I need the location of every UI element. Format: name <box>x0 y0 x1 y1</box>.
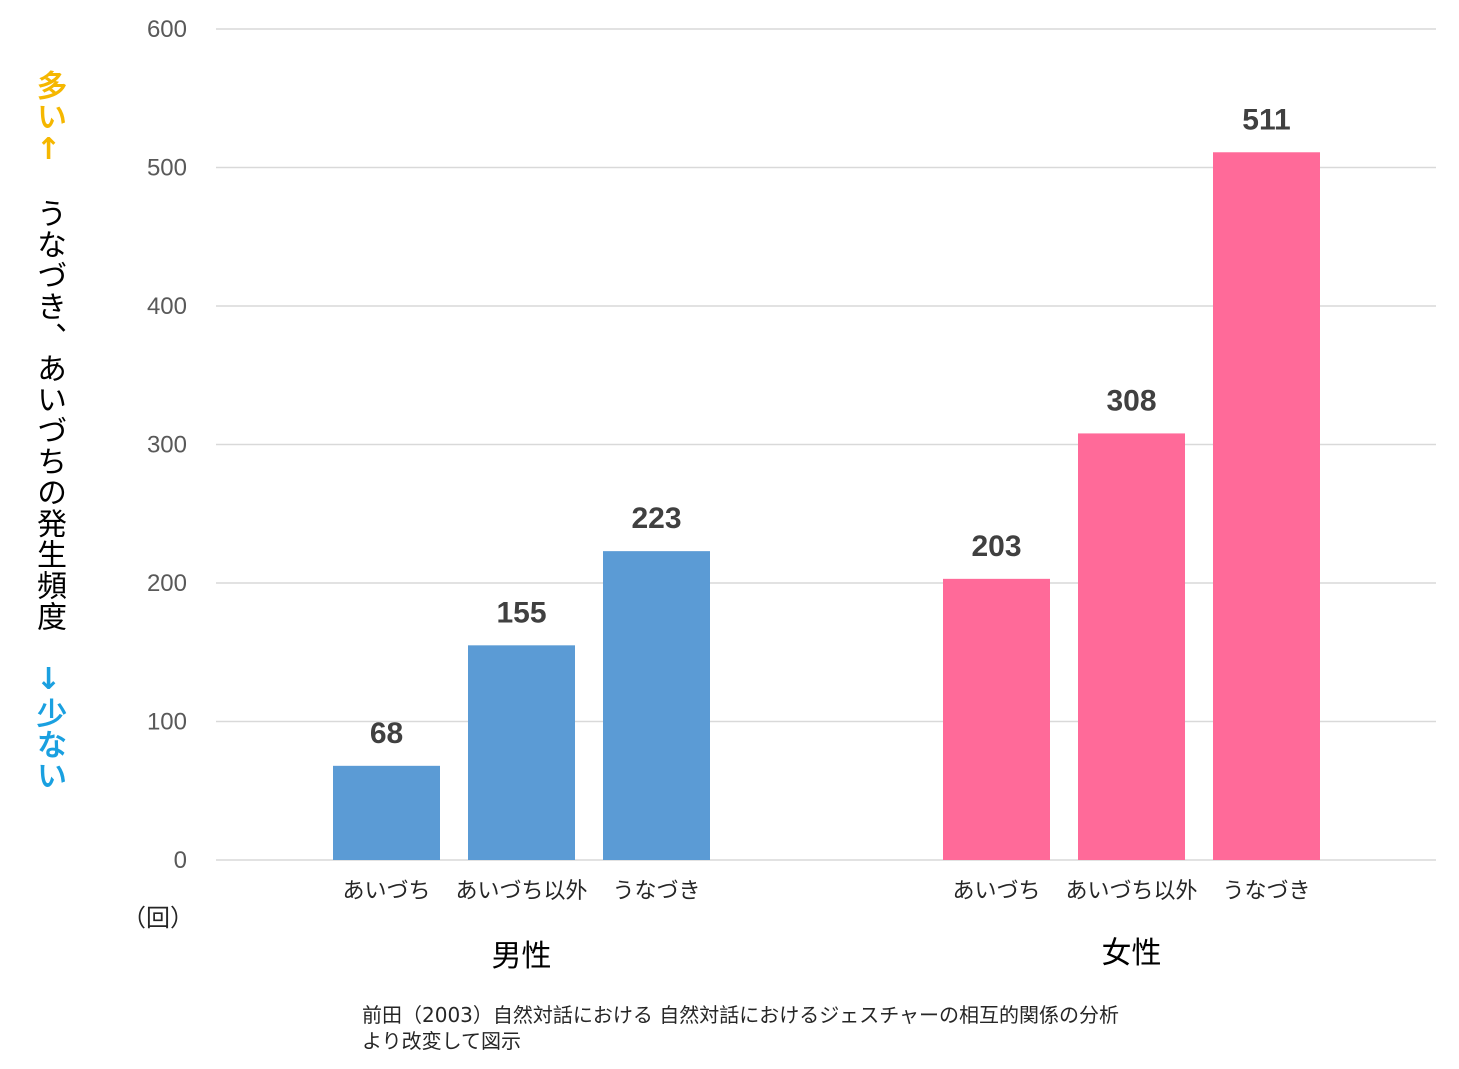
bar <box>1213 152 1320 860</box>
group-label: 女性 <box>1102 936 1162 971</box>
category-label: あいづち以外 <box>455 879 587 904</box>
y-tick-label: 100 <box>147 709 187 736</box>
y-tick-label: 500 <box>147 155 187 182</box>
category-label: うなづき <box>612 879 700 904</box>
y-axis-main-label: うなづき、あいづちの発生頻度 <box>31 198 66 632</box>
data-label: 203 <box>971 530 1021 563</box>
data-label: 511 <box>1242 103 1290 136</box>
y-tick-label: 0 <box>174 847 187 874</box>
source-note: 前田（2003）自然対話における 自然対話におけるジェスチャーの相互的関係の分析… <box>362 1002 1119 1054</box>
source-line-2: より改変して図示 <box>362 1029 521 1053</box>
source-line-1: 前田（2003）自然対話における 自然対話におけるジェスチャーの相互的関係の分析 <box>362 1003 1120 1027</box>
bar <box>333 765 440 860</box>
y-tick-label: 200 <box>147 570 187 597</box>
y-tick-label: 600 <box>147 16 187 43</box>
category-label: うなづき <box>1222 879 1310 904</box>
y-tick-label: 300 <box>147 432 187 459</box>
bar <box>468 645 575 860</box>
y-tick-label: 400 <box>147 293 187 320</box>
y-axis-less-label: ↓少ない <box>31 662 66 791</box>
bar <box>1078 433 1185 860</box>
bar <box>943 578 1050 860</box>
data-label: 68 <box>370 717 403 750</box>
data-label: 155 <box>496 596 546 629</box>
category-label: あいづち <box>342 879 430 904</box>
group-label: 男性 <box>492 939 552 974</box>
data-label: 223 <box>631 502 681 535</box>
category-label: あいづち以外 <box>1065 879 1197 904</box>
data-label: 308 <box>1106 384 1156 417</box>
y-axis-title: 多い↑ うなづき、あいづちの発生頻度 ↓少ない <box>26 70 70 791</box>
y-axis-more-label: 多い↑ <box>31 70 66 168</box>
y-unit-label: （回） <box>122 904 194 932</box>
bar <box>603 551 710 860</box>
category-label: あいづち <box>952 879 1040 904</box>
